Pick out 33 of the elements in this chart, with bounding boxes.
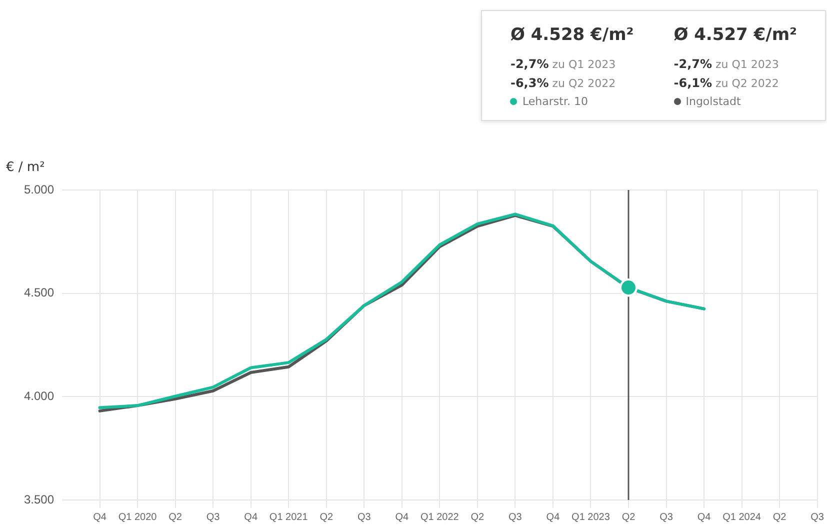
x-tick-label: Q1 2021 bbox=[269, 512, 308, 523]
legend-label: Ingolstadt bbox=[684, 95, 742, 108]
y-tick-label: 4.000 bbox=[24, 388, 54, 403]
x-tick-label: Q2 bbox=[772, 512, 787, 523]
y-tick-label: 5.000 bbox=[24, 182, 54, 196]
legend-label: Leharstr. 10 bbox=[521, 95, 589, 108]
x-tick-label: Q1 2023 bbox=[572, 512, 610, 523]
y-tick-label: 3.500 bbox=[24, 492, 54, 506]
x-tick-label: Q1 2020 bbox=[118, 512, 158, 523]
text: -2,7% zu Q1 2023 bbox=[674, 57, 780, 71]
x-tick-label: Q3 bbox=[206, 512, 220, 523]
x-tick-label: Q2 bbox=[168, 512, 182, 523]
x-tick-label: Q1 2022 bbox=[420, 512, 460, 523]
x-tick-label: Q4 bbox=[244, 512, 258, 523]
y-tick-label: 4.500 bbox=[24, 286, 54, 300]
x-tick-label: Q4 bbox=[697, 512, 712, 523]
text: Ø 4.528 €/m² bbox=[510, 25, 634, 45]
text: -6,1% zu Q2 2022 bbox=[674, 76, 780, 90]
x-tick-label: Q2 bbox=[470, 512, 485, 523]
x-tick-label: Q2 bbox=[622, 512, 636, 523]
x-tick-label: Q2 bbox=[320, 512, 334, 523]
x-tick-label: Q3 bbox=[357, 512, 372, 523]
y-axis-title: € / m² bbox=[6, 160, 45, 175]
x-tick-label: Q3 bbox=[660, 512, 674, 523]
x-tick-label: Q1 2024 bbox=[722, 512, 762, 523]
x-tick-label: Q4 bbox=[93, 512, 107, 523]
text: -2,7% zu Q1 2023 bbox=[510, 57, 617, 71]
x-tick-label: Q3 bbox=[810, 512, 824, 523]
x-tick-label: Q3 bbox=[508, 512, 522, 523]
x-tick-label: Q4 bbox=[395, 512, 410, 523]
text: -6,3% zu Q2 2022 bbox=[510, 76, 617, 90]
text: Ø 4.527 €/m² bbox=[674, 25, 797, 45]
x-tick-label: Q4 bbox=[546, 512, 560, 523]
